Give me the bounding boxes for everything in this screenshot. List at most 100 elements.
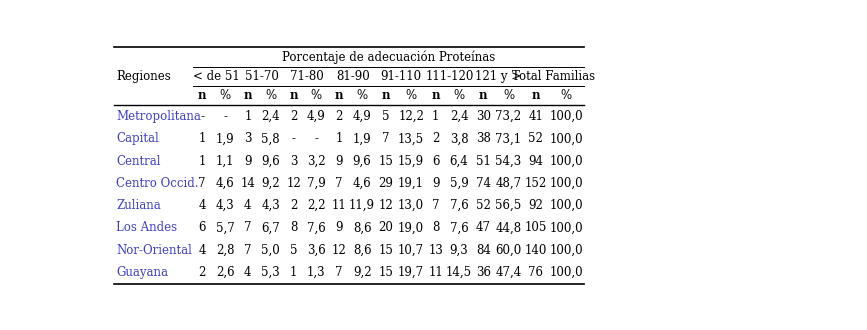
Text: 152: 152 [525, 177, 547, 190]
Text: 4: 4 [199, 244, 206, 257]
Text: Los Andes: Los Andes [116, 221, 178, 234]
Text: 15: 15 [378, 155, 394, 168]
Text: 74: 74 [476, 177, 491, 190]
Text: Total Familias: Total Familias [512, 70, 596, 83]
Text: 9: 9 [336, 155, 343, 168]
Text: 7: 7 [432, 199, 440, 212]
Text: 12: 12 [332, 244, 347, 257]
Text: n: n [381, 89, 390, 102]
Text: Metropolitana: Metropolitana [116, 110, 201, 123]
Text: 100,0: 100,0 [549, 177, 583, 190]
Text: 14,5: 14,5 [446, 266, 473, 279]
Text: 7: 7 [336, 266, 343, 279]
Text: -: - [291, 132, 296, 145]
Text: 2,4: 2,4 [450, 110, 468, 123]
Text: 52: 52 [476, 199, 491, 212]
Text: 15,9: 15,9 [398, 155, 424, 168]
Text: 105: 105 [525, 221, 547, 234]
Text: 8,6: 8,6 [353, 244, 371, 257]
Text: 7: 7 [244, 221, 251, 234]
Text: 3,8: 3,8 [450, 132, 468, 145]
Text: 1: 1 [244, 110, 251, 123]
Text: -: - [223, 110, 227, 123]
Text: 5,3: 5,3 [261, 266, 280, 279]
Text: 7,9: 7,9 [307, 177, 326, 190]
Text: Porcentaje de adecuación Proteínas: Porcentaje de adecuación Proteínas [282, 50, 495, 64]
Text: n: n [335, 89, 343, 102]
Text: 4,9: 4,9 [307, 110, 326, 123]
Text: 1: 1 [432, 110, 440, 123]
Text: 38: 38 [476, 132, 491, 145]
Text: 1,9: 1,9 [216, 132, 234, 145]
Text: 84: 84 [476, 244, 491, 257]
Text: 7: 7 [199, 177, 206, 190]
Text: n: n [290, 89, 297, 102]
Text: 44,8: 44,8 [495, 221, 522, 234]
Text: 94: 94 [528, 155, 544, 168]
Text: 9,3: 9,3 [450, 244, 468, 257]
Text: 14: 14 [240, 177, 255, 190]
Text: 2,4: 2,4 [261, 110, 280, 123]
Text: 5: 5 [382, 110, 389, 123]
Text: 10,7: 10,7 [398, 244, 424, 257]
Text: 91-110: 91-110 [381, 70, 421, 83]
Text: 1: 1 [290, 266, 297, 279]
Text: 6,4: 6,4 [450, 155, 468, 168]
Text: 13,0: 13,0 [398, 199, 424, 212]
Text: 92: 92 [528, 199, 543, 212]
Text: 11: 11 [428, 266, 443, 279]
Text: 4,3: 4,3 [216, 199, 234, 212]
Text: %: % [406, 89, 417, 102]
Text: 9,6: 9,6 [353, 155, 371, 168]
Text: 3,2: 3,2 [307, 155, 326, 168]
Text: 2,8: 2,8 [216, 244, 234, 257]
Text: n: n [432, 89, 440, 102]
Text: 140: 140 [525, 244, 547, 257]
Text: 47: 47 [476, 221, 491, 234]
Text: 2: 2 [336, 110, 343, 123]
Text: 12: 12 [286, 177, 301, 190]
Text: 3: 3 [290, 155, 297, 168]
Text: 1,3: 1,3 [307, 266, 326, 279]
Text: Zuliana: Zuliana [116, 199, 161, 212]
Text: 1: 1 [336, 132, 343, 145]
Text: 73,1: 73,1 [495, 132, 522, 145]
Text: n: n [244, 89, 252, 102]
Text: 100,0: 100,0 [549, 244, 583, 257]
Text: 9: 9 [244, 155, 251, 168]
Text: %: % [356, 89, 368, 102]
Text: 2: 2 [290, 199, 297, 212]
Text: 3: 3 [244, 132, 251, 145]
Text: 76: 76 [528, 266, 544, 279]
Text: n: n [479, 89, 487, 102]
Text: 11: 11 [332, 199, 347, 212]
Text: 15: 15 [378, 266, 394, 279]
Text: Regiones: Regiones [116, 70, 171, 83]
Text: 8: 8 [290, 221, 297, 234]
Text: 15: 15 [378, 244, 394, 257]
Text: 7,6: 7,6 [450, 199, 468, 212]
Text: 47,4: 47,4 [495, 266, 522, 279]
Text: 9: 9 [336, 221, 343, 234]
Text: 1,1: 1,1 [216, 155, 234, 168]
Text: 2,6: 2,6 [216, 266, 234, 279]
Text: 2,2: 2,2 [307, 199, 326, 212]
Text: 20: 20 [378, 221, 394, 234]
Text: 12,2: 12,2 [398, 110, 424, 123]
Text: %: % [311, 89, 322, 102]
Text: 111-120: 111-120 [426, 70, 474, 83]
Text: 48,7: 48,7 [495, 177, 522, 190]
Text: %: % [560, 89, 571, 102]
Text: 51: 51 [476, 155, 491, 168]
Text: 100,0: 100,0 [549, 155, 583, 168]
Text: < de 51: < de 51 [192, 70, 239, 83]
Text: 7: 7 [336, 177, 343, 190]
Text: 4: 4 [244, 266, 251, 279]
Text: Central: Central [116, 155, 161, 168]
Text: 13: 13 [428, 244, 443, 257]
Text: 13,5: 13,5 [398, 132, 424, 145]
Text: 12: 12 [379, 199, 394, 212]
Text: 100,0: 100,0 [549, 221, 583, 234]
Text: 3,6: 3,6 [307, 244, 326, 257]
Text: 100,0: 100,0 [549, 110, 583, 123]
